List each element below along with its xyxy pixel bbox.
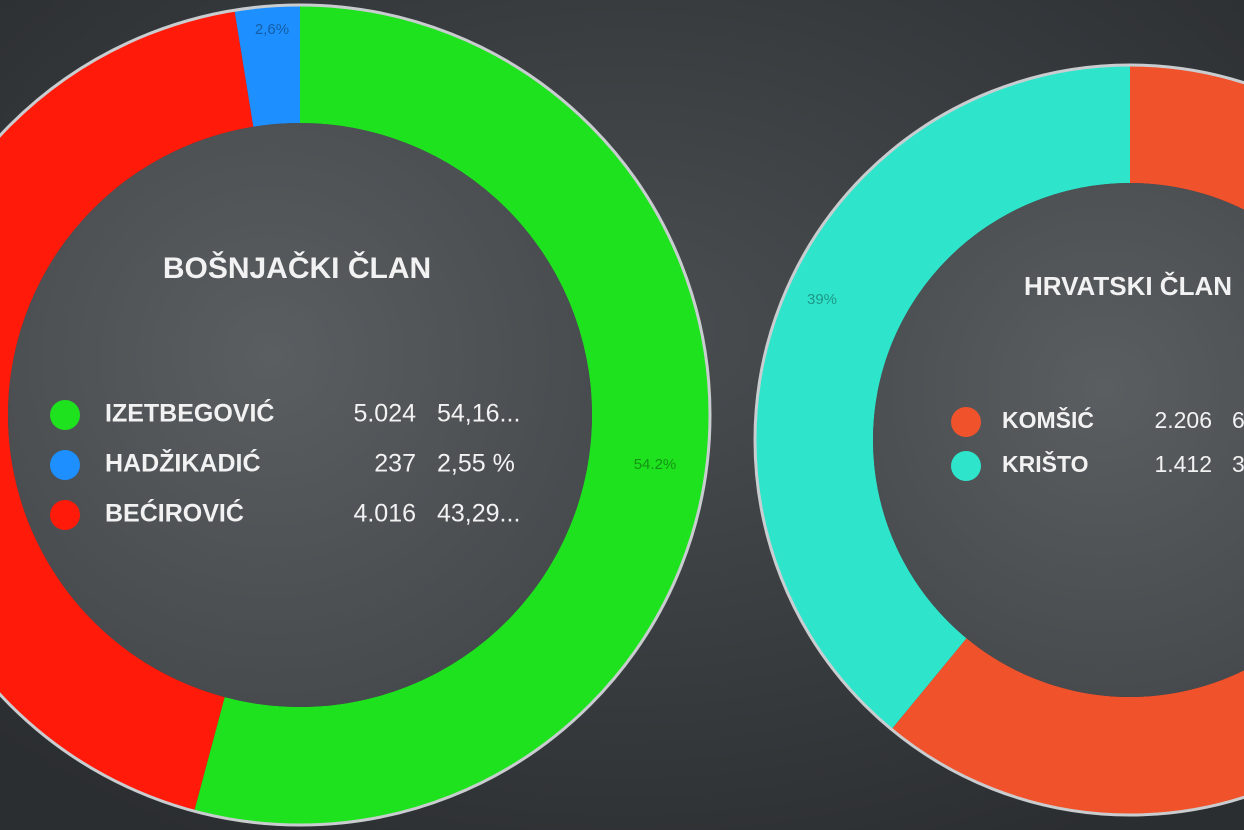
legend-value: 5.024 [353, 400, 416, 428]
donut-slice [891, 65, 1244, 815]
donut-slice [0, 10, 254, 812]
slice-label: 2,6% [255, 21, 289, 38]
chart-title: BOŠNJAČKI ČLAN [163, 251, 431, 285]
donut-slice [194, 5, 710, 826]
donut-hole [8, 123, 592, 707]
legend-marker [951, 451, 981, 481]
legend-value: 237 [374, 450, 416, 478]
donut-slice [754, 64, 1130, 730]
donut-rim [0, 3, 712, 827]
legend-marker [50, 500, 80, 530]
donut-rim [753, 63, 1244, 817]
slice-label: 54.2% [634, 456, 677, 473]
legend-percent: 6 [1232, 407, 1244, 433]
donut-hole [873, 183, 1244, 697]
legend-label: KRIŠTO [1002, 450, 1088, 477]
legend-value: 2.206 [1154, 407, 1212, 433]
legend-percent: 2,55 % [437, 450, 515, 478]
legend-marker [50, 450, 80, 480]
chart-title: HRVATSKI ČLAN [1024, 271, 1232, 301]
legend-label: BEĆIROVIĆ [105, 498, 244, 528]
legend-marker [951, 407, 981, 437]
donut-slice [234, 5, 300, 127]
legend-label: HADŽIKADIĆ [105, 448, 261, 478]
legend-percent: 3 [1232, 451, 1244, 477]
legend-percent: 54,16... [437, 400, 520, 428]
legend-percent: 43,29... [437, 500, 520, 528]
legend-label: KOMŠIĆ [1002, 406, 1094, 433]
legend-marker [50, 400, 80, 430]
legend-label: IZETBEGOVIĆ [105, 398, 274, 428]
legend-value: 4.016 [353, 500, 416, 528]
slice-label: 39% [807, 291, 837, 308]
legend-value: 1.412 [1154, 451, 1212, 477]
